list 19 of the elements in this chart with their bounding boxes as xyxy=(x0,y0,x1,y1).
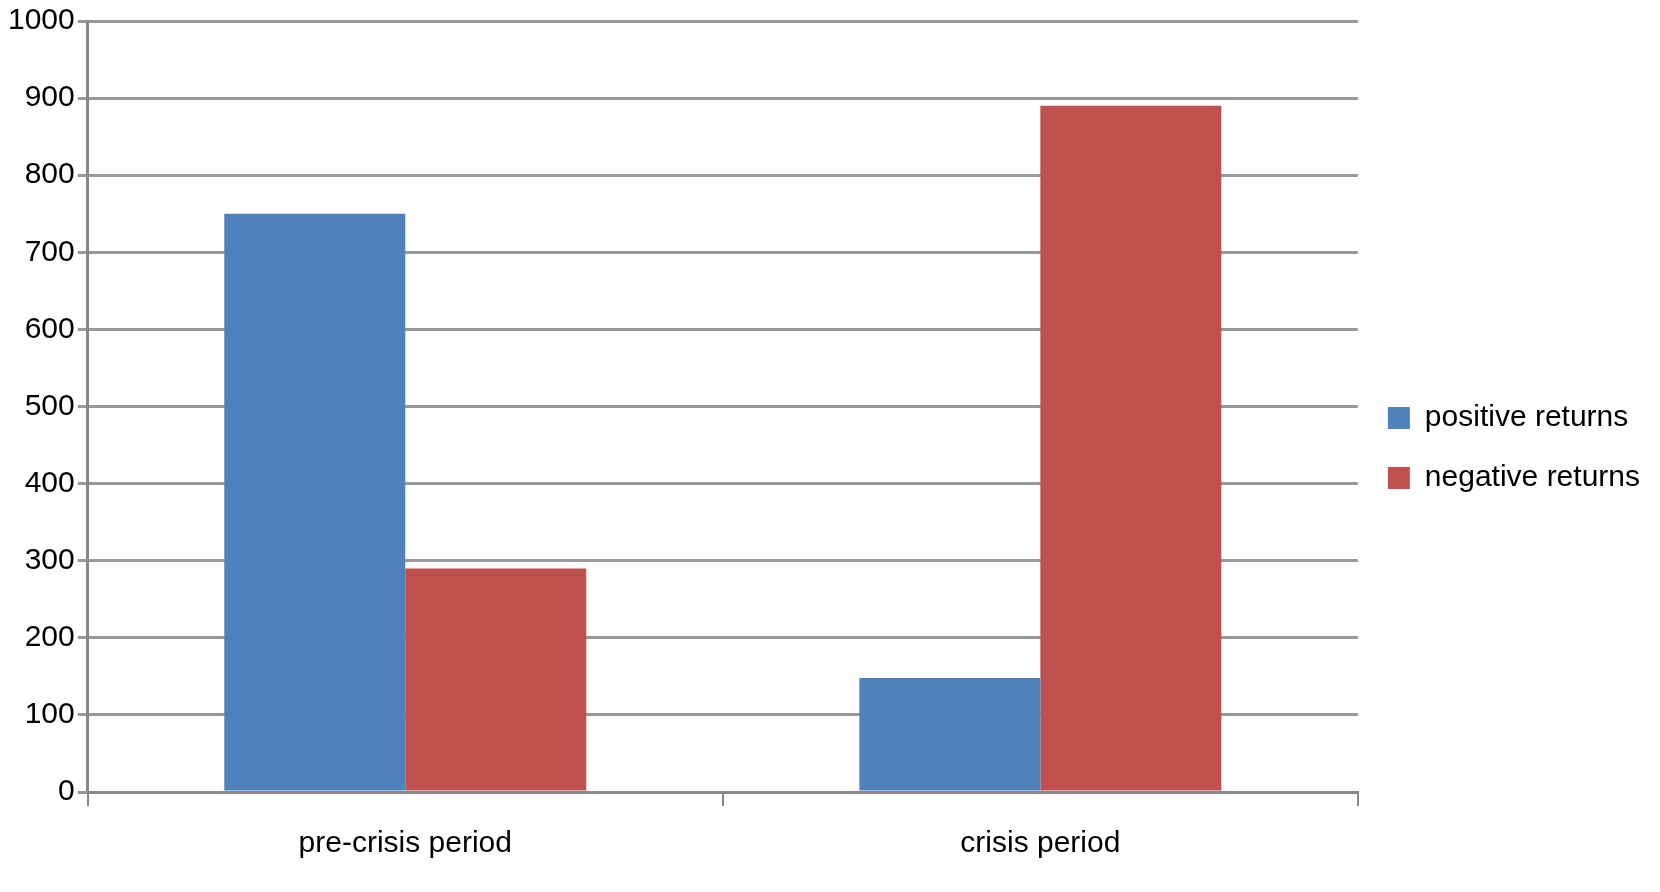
y-tick-label: 200 xyxy=(24,619,75,653)
legend-label: positive returns xyxy=(1424,399,1629,433)
x-tick-label: pre-crisis period xyxy=(298,825,512,859)
y-tick-label: 100 xyxy=(24,696,75,730)
bar xyxy=(1040,105,1222,791)
y-tick-label: 300 xyxy=(24,541,75,575)
bar xyxy=(859,677,1041,791)
x-tick-label: crisis period xyxy=(960,825,1121,859)
bar xyxy=(405,568,587,791)
y-tick-label: 0 xyxy=(58,773,75,807)
legend-label: negative returns xyxy=(1424,459,1641,493)
y-tick-label: 500 xyxy=(24,387,75,421)
y-tick-label: 900 xyxy=(24,79,75,113)
y-tick-label: 400 xyxy=(24,464,75,498)
y-tick-label: 600 xyxy=(24,310,75,344)
y-tick-label: 1000 xyxy=(7,2,75,36)
y-tick-label: 800 xyxy=(24,156,75,190)
bar xyxy=(224,213,406,791)
y-tick-label: 700 xyxy=(24,233,75,267)
